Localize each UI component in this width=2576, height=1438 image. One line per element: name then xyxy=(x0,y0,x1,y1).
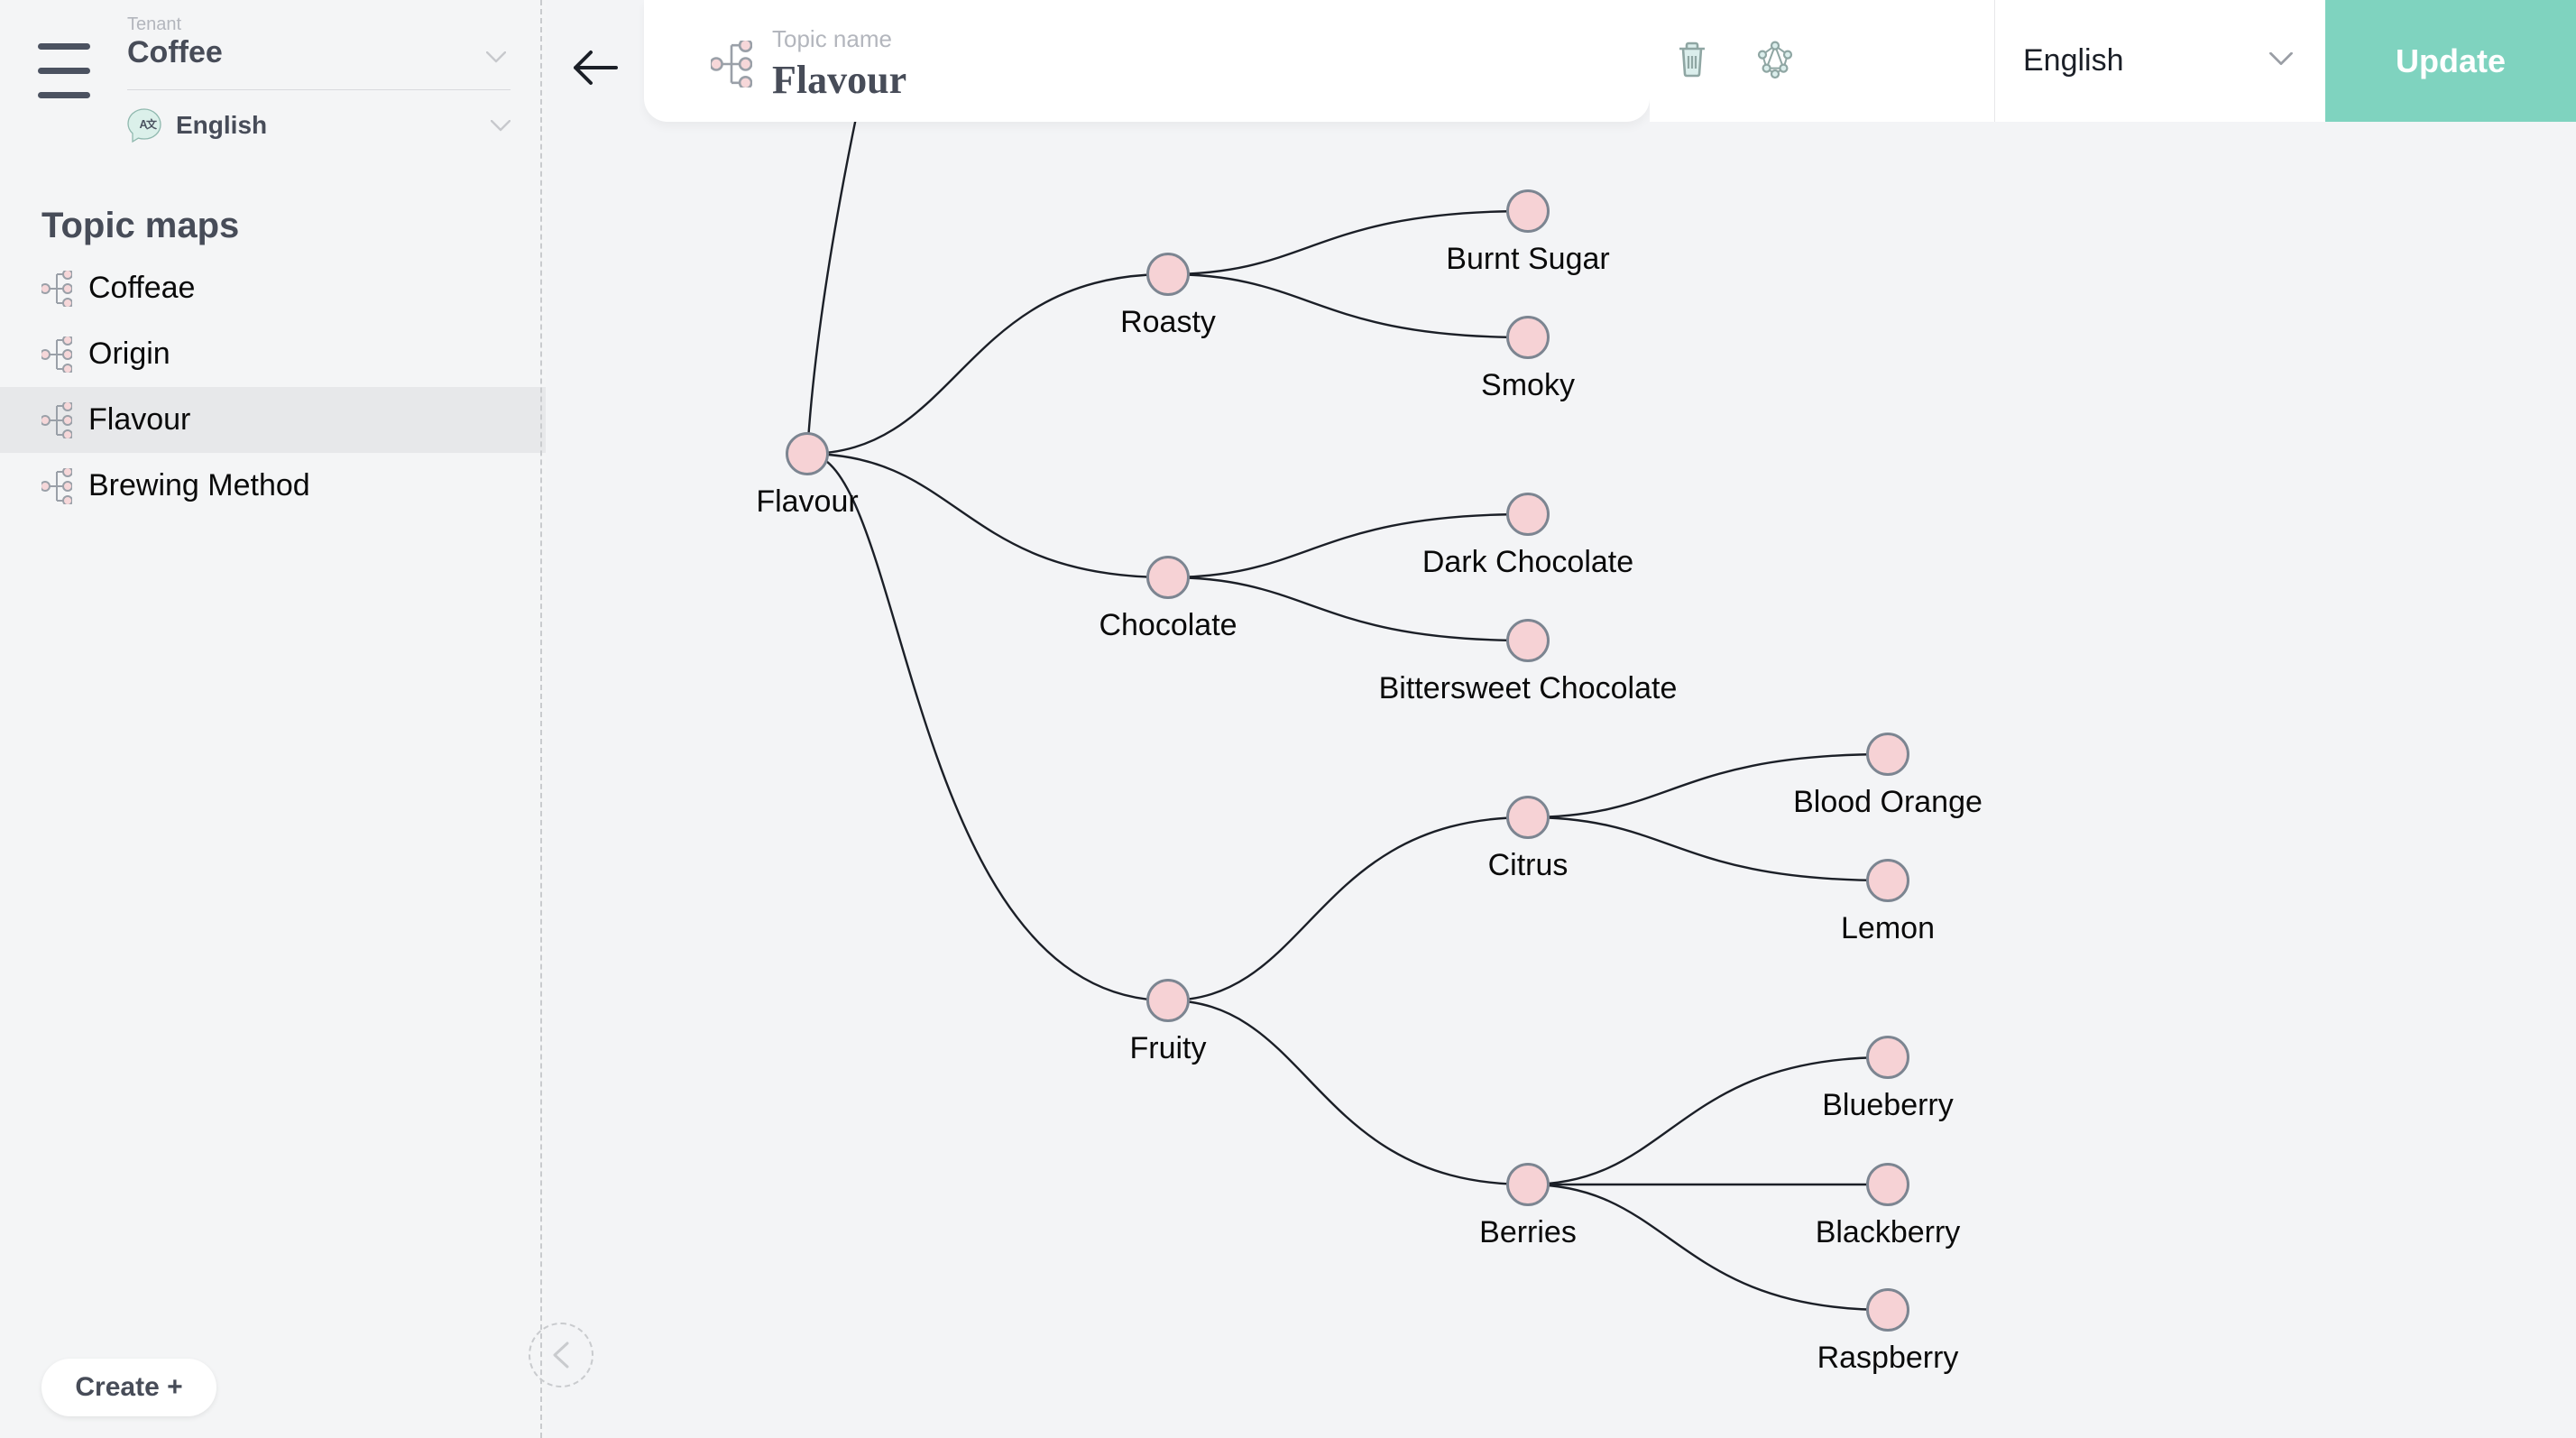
svg-text:文: 文 xyxy=(146,117,158,131)
